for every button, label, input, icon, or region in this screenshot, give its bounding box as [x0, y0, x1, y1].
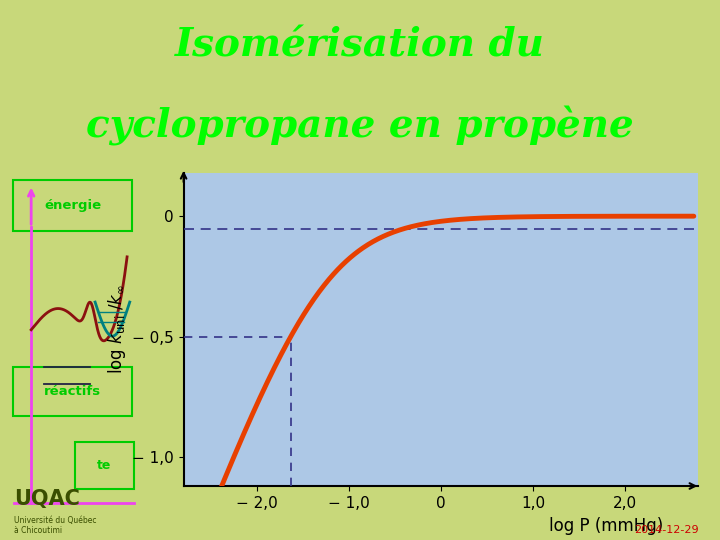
- Text: log P (mmHg): log P (mmHg): [549, 517, 663, 535]
- Text: cyclopropane en propène: cyclopropane en propène: [86, 106, 634, 146]
- Text: UQAC: UQAC: [14, 489, 80, 509]
- Text: te: te: [97, 459, 112, 472]
- Text: réactifs: réactifs: [44, 384, 101, 397]
- Text: Université du Québec
à Chicoutimi: Université du Québec à Chicoutimi: [14, 516, 97, 535]
- Text: énergie: énergie: [44, 199, 101, 212]
- Text: log $k_\mathrm{uni}$ /$k_\infty$: log $k_\mathrm{uni}$ /$k_\infty$: [106, 285, 127, 374]
- Text: 2014-12-29: 2014-12-29: [634, 524, 698, 535]
- Text: Isomérisation du: Isomérisation du: [175, 26, 545, 64]
